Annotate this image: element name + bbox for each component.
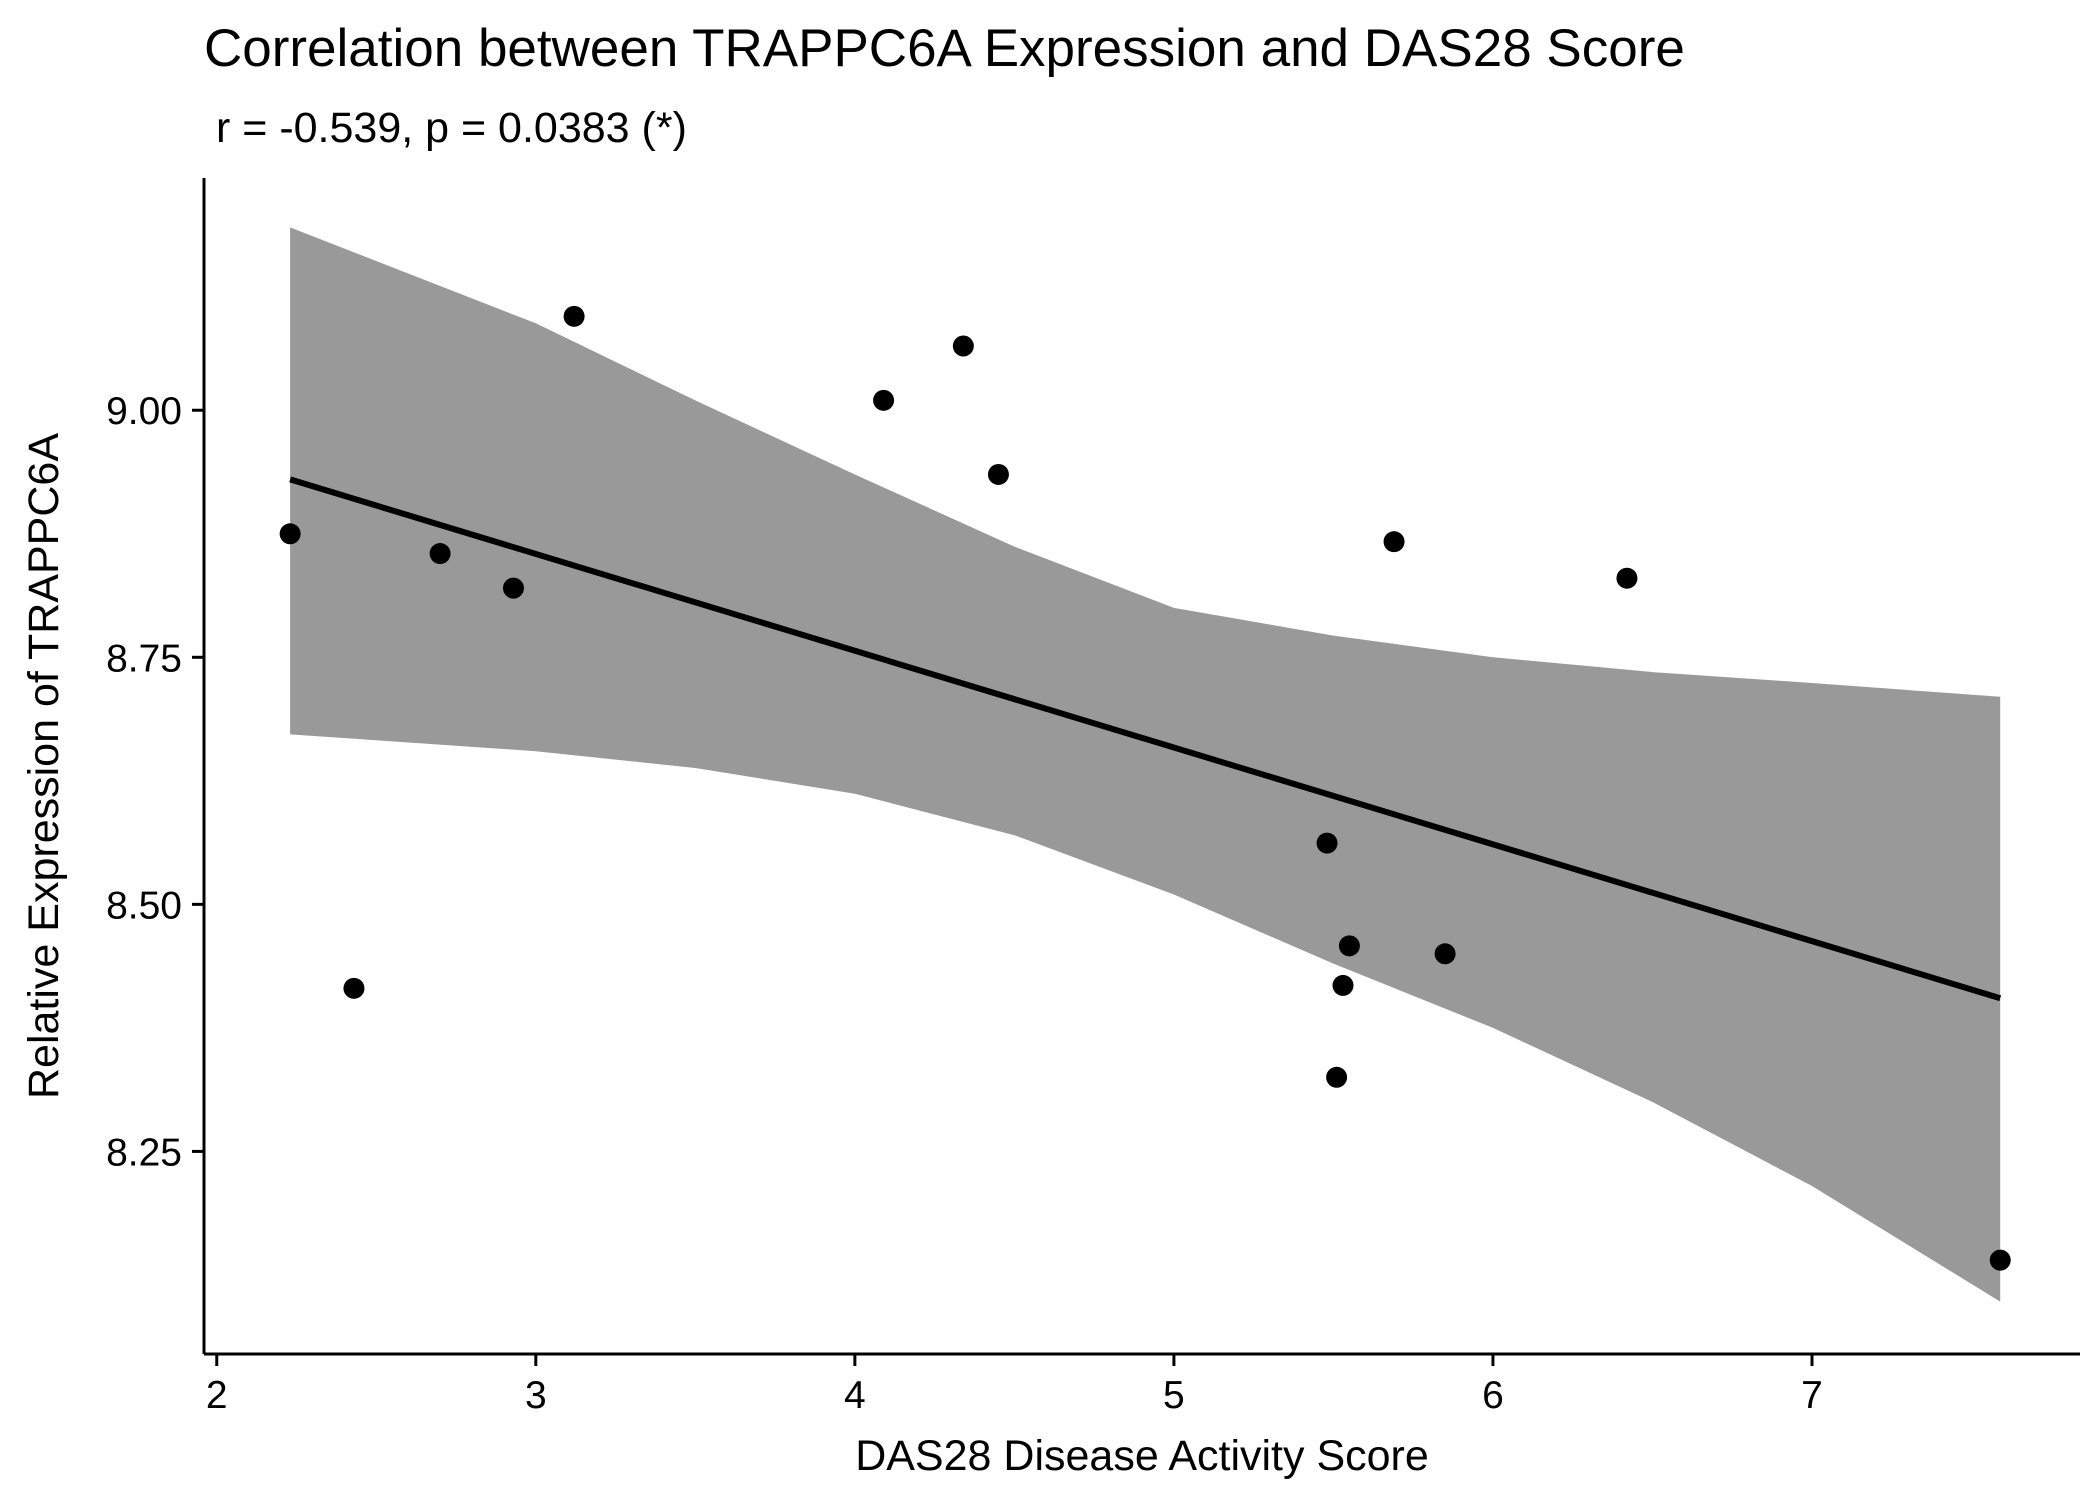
x-tick-label: 3 [525, 1374, 547, 1417]
y-tick-label: 8.25 [106, 1131, 182, 1174]
data-point [1616, 567, 1638, 589]
data-point [1338, 935, 1360, 957]
data-point [1316, 832, 1338, 854]
y-axis-label: Relative Expression of TRAPPC6A [20, 433, 68, 1099]
data-point [1434, 943, 1456, 965]
data-point [952, 335, 974, 357]
chart-subtitle: r = -0.539, p = 0.0383 (*) [216, 104, 687, 152]
data-point [429, 543, 451, 565]
data-point [502, 577, 524, 599]
data-point [1326, 1066, 1348, 1088]
chart-title: Correlation between TRAPPC6A Expression … [204, 19, 1685, 78]
x-tick-label: 5 [1163, 1374, 1185, 1417]
x-tick-label: 6 [1482, 1374, 1504, 1417]
y-tick-label: 9.00 [106, 390, 182, 433]
y-axis-ticks: 8.25 8.50 8.75 9.00 [106, 390, 204, 1174]
data-point [563, 305, 585, 327]
plot-area [279, 227, 2011, 1302]
data-point [279, 523, 301, 545]
y-tick-label: 8.50 [106, 884, 182, 927]
x-tick-label: 2 [206, 1374, 228, 1417]
data-point [1383, 531, 1405, 553]
data-point [1989, 1249, 2011, 1271]
data-point [987, 463, 1009, 485]
x-tick-label: 7 [1801, 1374, 1823, 1417]
x-axis-label: DAS28 Disease Activity Score [855, 1432, 1429, 1480]
x-axis-ticks: 2 3 4 5 6 7 [206, 1354, 1823, 1417]
x-tick-label: 4 [844, 1374, 866, 1417]
regression-line [289, 476, 2002, 1002]
y-tick-label: 8.75 [106, 637, 182, 680]
data-point [343, 977, 365, 999]
confidence-band [290, 227, 2001, 1302]
data-point [1332, 974, 1354, 996]
data-point [873, 389, 895, 411]
